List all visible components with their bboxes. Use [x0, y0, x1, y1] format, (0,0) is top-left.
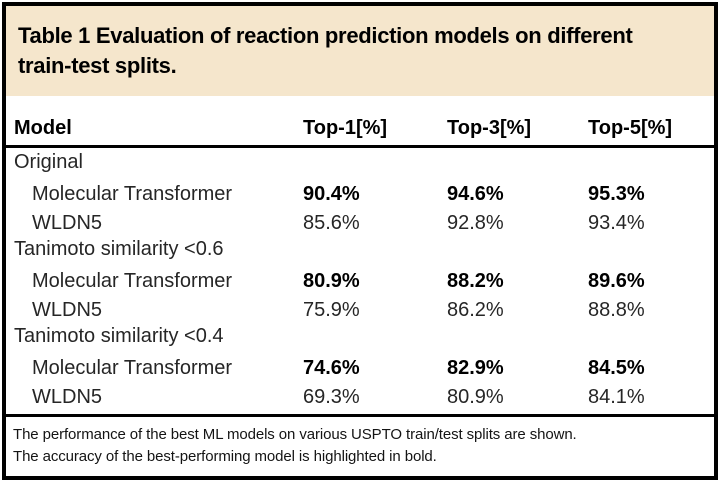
model-name: Molecular Transformer — [32, 183, 233, 205]
table-row-tanimoto04-molecular-transformer: Molecular Transformer 74.6% 82.9% 84.5% — [6, 354, 714, 383]
top5-value: 93.4% — [588, 212, 645, 234]
table-title-line-1: Table 1 Evaluation of reaction predictio… — [18, 23, 633, 48]
top1-value: 85.6% — [303, 212, 360, 234]
top1-value: 80.9% — [303, 270, 360, 292]
table-body: Original Molecular Transformer 90.4% 94.… — [6, 148, 714, 412]
top3-value: 92.8% — [447, 212, 504, 234]
top5-value: 84.1% — [588, 386, 645, 408]
table-row-tanimoto06-molecular-transformer: Molecular Transformer 80.9% 88.2% 89.6% — [6, 267, 714, 296]
top3-value: 94.6% — [447, 183, 504, 205]
top5-value: 89.6% — [588, 270, 645, 292]
top1-value: 69.3% — [303, 386, 360, 408]
table-title-line-2: train-test splits. — [18, 53, 177, 78]
column-header-model: Model — [14, 117, 72, 139]
model-name: WLDN5 — [32, 299, 103, 321]
top5-value: 84.5% — [588, 357, 645, 379]
table-footnote: The performance of the best ML models on… — [6, 414, 714, 467]
model-name: WLDN5 — [32, 386, 103, 408]
top3-value: 88.2% — [447, 270, 504, 292]
table-title-band: Table 1 Evaluation of reaction predictio… — [6, 6, 714, 96]
footnote-line-2: The accuracy of the best-performing mode… — [13, 447, 437, 465]
table-header-row: Model Top-1[%] Top-3[%] Top-5[%] — [6, 112, 714, 148]
top3-value: 82.9% — [447, 357, 504, 379]
footnote-line-1: The performance of the best ML models on… — [13, 426, 577, 443]
column-header-top3: Top-3[%] — [447, 117, 532, 139]
model-name: WLDN5 — [32, 212, 103, 234]
group-row-original: Original — [14, 151, 83, 173]
table-row-tanimoto04-wldn5: WLDN5 69.3% 80.9% 84.1% — [6, 383, 714, 412]
column-header-top5: Top-5[%] — [588, 117, 673, 139]
top3-value: 86.2% — [447, 299, 504, 321]
top5-value: 95.3% — [588, 183, 645, 205]
top1-value: 90.4% — [303, 183, 360, 205]
group-row-tanimoto-04: Tanimoto similarity <0.4 — [14, 325, 224, 347]
model-name: Molecular Transformer — [32, 357, 233, 379]
group-row-tanimoto-06: Tanimoto similarity <0.6 — [14, 238, 224, 260]
top1-value: 74.6% — [303, 357, 360, 379]
column-header-top1: Top-1[%] — [303, 117, 388, 139]
table-row-original-wldn5: WLDN5 85.6% 92.8% 93.4% — [6, 209, 714, 238]
top1-value: 75.9% — [303, 299, 360, 321]
table-row-tanimoto06-wldn5: WLDN5 75.9% 86.2% 88.8% — [6, 296, 714, 325]
table-row-original-molecular-transformer: Molecular Transformer 90.4% 94.6% 95.3% — [6, 180, 714, 209]
model-name: Molecular Transformer — [32, 270, 233, 292]
top3-value: 80.9% — [447, 386, 504, 408]
top5-value: 88.8% — [588, 299, 645, 321]
